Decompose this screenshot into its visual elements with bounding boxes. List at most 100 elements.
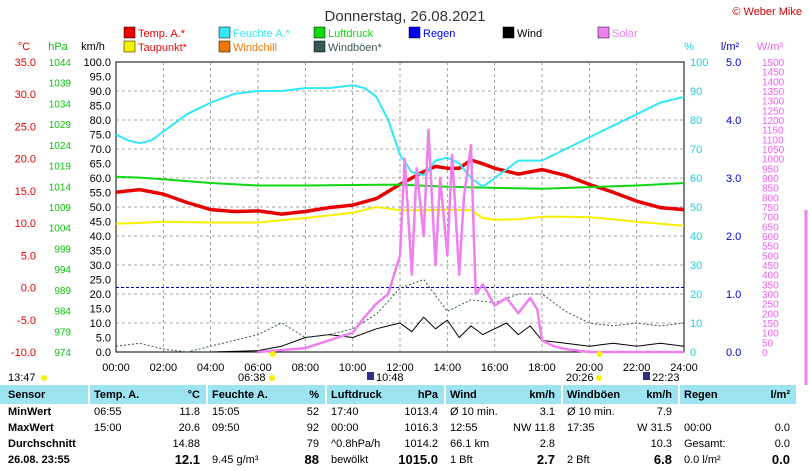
tick-label-solar: 800 [762, 193, 779, 204]
table-cell-label: 00:00 [684, 422, 712, 434]
table-column: Wind km/h Ø 10 min. 3.1 12:55 NW 11.8 66.1 km 2… [446, 385, 561, 471]
table-cell-value: °C [187, 389, 200, 401]
tick-label-solar: 1150 [762, 126, 784, 137]
table-cell-label: 06:55 [94, 406, 122, 418]
table-column: Luftdruck hPa 17:40 1013.4 00:00 1016.3 ^0.8hP… [327, 385, 444, 471]
table-cell-value: 0.0 [774, 438, 790, 450]
legend-label: Windchill [233, 42, 277, 54]
tick-label-wind: 0.0 [96, 347, 111, 359]
table-cell-value: 11.8 [179, 406, 200, 418]
marker-label: 13:47 [8, 372, 36, 384]
axis-unit-label: °C [18, 41, 30, 53]
label-max: MaxWert [8, 422, 54, 434]
tick-label-solar: 350 [762, 280, 779, 291]
table-cell-label: Windböen [567, 389, 621, 401]
tick-label-solar: 400 [762, 271, 779, 282]
x-tick-label: 06:00 [244, 362, 272, 374]
x-tick-label: 00:00 [102, 362, 130, 374]
table-cell-value: 1016.3 [404, 422, 438, 434]
table-column: Regen l/m² 00:00 0.0 Gesamt: 0.0 0.0 l/m² 0.0 [680, 385, 796, 471]
table-cell-label: ^0.8hPa/h [331, 438, 381, 450]
table-cell-value: 7.9 [656, 406, 672, 418]
x-tick-label: 10:00 [339, 362, 367, 374]
tick-label-solar: 750 [762, 203, 779, 214]
summary-table: Sensor MinWert MaxWert Durchschnitt 26.0… [0, 385, 796, 471]
tick-label-rain: 2.0 [726, 231, 741, 243]
table-cell-label: 17:35 [567, 422, 595, 434]
series-feuchtea [115, 84, 685, 188]
table-cell-value: l/m² [770, 389, 790, 401]
table-cell-value: NW 11.8 [513, 422, 555, 434]
tick-label-solar: 500 [762, 251, 779, 262]
tick-label-wind: 55.0 [90, 188, 111, 200]
tick-label-solar: 300 [762, 290, 779, 301]
tick-label-solar: 600 [762, 232, 779, 243]
legend-swatch [123, 40, 136, 53]
series-tempa [115, 158, 685, 216]
tick-label-solar: 1350 [762, 87, 785, 98]
axis-unit-label: % [684, 41, 694, 53]
table-cell-value: 14.88 [172, 438, 200, 450]
table-cell-value: 2.7 [536, 452, 555, 467]
table-label-column: Sensor MinWert MaxWert Durchschnitt 26.0… [0, 385, 88, 471]
tick-label-pressure: 1004 [49, 224, 72, 235]
table-cell-label: Regen [684, 389, 718, 401]
tick-label-solar: 1100 [762, 135, 784, 146]
tick-label-wind: 45.0 [90, 217, 111, 229]
axis-unit-label: W/m² [757, 41, 784, 53]
legend-swatch [408, 26, 421, 39]
table-cell-label: 1 Bft [450, 454, 473, 466]
chart-title: Donnerstag, 26.08.2021 [325, 8, 486, 25]
moon-marker [367, 372, 374, 380]
tick-label-wind: 80.0 [90, 115, 111, 127]
tick-label-wind: 60.0 [90, 173, 111, 185]
tick-label-temp: 20.0 [15, 154, 36, 166]
table-cell-label: Wind [450, 389, 477, 401]
tick-label-pressure: 984 [54, 307, 71, 318]
tick-label-solar: 1450 [762, 68, 785, 79]
table-cell-value: 2.8 [539, 438, 555, 450]
axis-unit-label: hPa [48, 41, 68, 53]
legend-label: Solar [612, 28, 638, 40]
tick-label-solar: 1050 [762, 145, 785, 156]
tick-label-pressure: 974 [54, 348, 71, 359]
tick-label-pressure: 994 [54, 265, 71, 276]
table-cell-value: 92 [306, 422, 319, 434]
x-tick-label: 18:00 [528, 362, 556, 374]
legend-swatch [218, 40, 231, 53]
table-cell-value: km/h [529, 389, 555, 401]
sun-marker [269, 375, 275, 381]
table-cell-value: 88 [304, 452, 319, 467]
tick-label-pressure: 1019 [49, 162, 72, 173]
tick-label-wind: 30.0 [90, 260, 111, 272]
x-tick-label: 16:00 [481, 362, 509, 374]
legend: Temp. A.* Taupunkt* Feuchte A.* Windchill Lu… [123, 26, 638, 54]
table-cell-value: 1015.0 [398, 452, 438, 467]
tick-label-humidity: 30 [690, 260, 702, 272]
tick-label-pressure: 1024 [49, 141, 72, 152]
tick-label-solar: 1500 [762, 58, 785, 69]
tick-label-pressure: 979 [54, 327, 71, 338]
label-current: 26.08. 23:55 [8, 454, 70, 466]
tick-label-humidity: 70 [690, 144, 702, 156]
tick-label-solar: 950 [762, 164, 779, 175]
axes: 35.0 30.0 25.0 20.0 15.0 10.0 5.0 0.0 -5.0 -10.0 1… [11, 57, 785, 374]
table-cell-label: bewölkt [331, 454, 369, 466]
tick-label-wind: 5.0 [96, 333, 111, 345]
tick-label-wind: 25.0 [90, 275, 111, 287]
legend-swatch [597, 26, 610, 39]
tick-label-temp: 15.0 [15, 186, 36, 198]
axis-units: °C hPa km/h% l/m² W/m² [18, 41, 784, 53]
table-cell-value: 3.1 [539, 406, 555, 418]
tick-label-pressure: 1009 [49, 203, 72, 214]
table-cell-value: 0.0 [771, 452, 790, 467]
tick-label-temp: -5.0 [17, 315, 36, 327]
table-header [0, 385, 88, 404]
tick-label-solar: 850 [762, 184, 779, 195]
table-cell-label: 15:00 [94, 422, 122, 434]
label-min: MinWert [8, 406, 52, 418]
sun-marker [41, 375, 47, 381]
label-avg: Durchschnitt [8, 438, 76, 450]
tick-label-wind: 65.0 [90, 159, 111, 171]
x-tick-label: 22:00 [623, 362, 651, 374]
